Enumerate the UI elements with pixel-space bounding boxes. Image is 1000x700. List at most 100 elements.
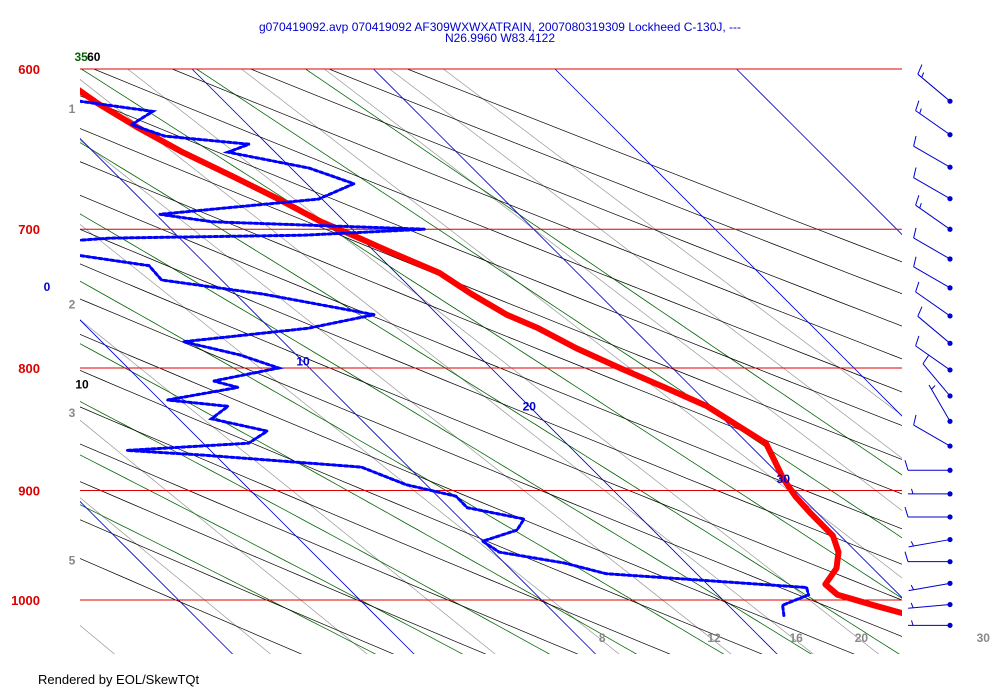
mixing-ratio-line [80,497,271,654]
wind-barb [913,135,953,170]
moist-adiabat-line [80,504,377,654]
dry-adiabat-line [80,443,579,654]
isotherm-line [735,69,902,236]
mixing-ratio-label: 30 [977,631,991,645]
mixing-ratio-label: 16 [789,631,803,645]
wind-barb-column [904,64,953,628]
dry-adiabat-lines [80,69,902,654]
isobar-label: 1000 [11,593,40,608]
wind-barb-flag [922,354,930,365]
dry-adiabat-line [80,161,902,495]
mixing-ratio-label: 8 [599,631,606,645]
wind-barb-half-flag [921,72,925,78]
dry-adiabat-line [80,298,902,637]
wind-barb [915,195,953,232]
mixing-ratio-line [389,69,902,459]
wind-barb [908,601,953,609]
wind-barb-half-flag [910,541,915,547]
wind-barb-half-flag [919,108,922,114]
wind-barb-shaft [915,204,951,230]
wind-barb-shaft [917,73,951,102]
dry-adiabat-line [92,69,902,393]
isotherm-line [191,69,778,654]
wind-barb [904,460,953,473]
wind-barb [917,306,953,346]
mixing-ratio-label: 20 [855,631,869,645]
dry-adiabat-label: 60 [87,50,101,64]
height-label: 5 [69,553,76,567]
wind-barb-shaft [915,291,951,317]
mixing-ratio-label: 12 [707,631,721,645]
dry-adiabat-line [80,95,902,426]
axis-labels: -20-100102030401020304050605101520253035… [11,50,991,645]
moist-adiabat-label: 35 [74,50,88,64]
mixing-ratio-line [80,419,368,654]
wind-barb [908,536,953,548]
mixing-ratio-line [442,69,902,416]
dry-adiabat-label: 10 [75,378,89,392]
wind-barb-flag [917,64,923,75]
moist-adiabat-line [80,213,812,654]
wind-barb [915,100,953,138]
wind-barb-flag [913,167,917,178]
wind-barb-shaft [922,363,951,397]
moist-adiabat-line [80,142,900,654]
wind-barb-shaft [908,604,951,609]
mixing-ratio-line [323,69,902,511]
wind-barb-shaft [913,177,951,200]
dry-adiabat-line [80,128,902,460]
height-label: 1 [69,102,76,116]
isobar-lines [80,68,902,601]
wind-barb-shaft [913,424,951,447]
wind-barb-half-flag [931,385,936,390]
moist-adiabat-line [80,69,902,599]
isotherm-line [554,69,902,417]
wind-barb-shaft [913,145,951,168]
mixing-ratio-line [80,223,620,654]
isotherm-line [80,500,234,654]
dry-adiabat-line [171,69,902,360]
dry-adiabat-line [80,228,902,565]
wind-barb [908,580,953,592]
wind-barb-half-flag [910,602,914,608]
mixing-ratio-line [80,139,732,654]
temperature-profile [80,87,902,617]
isotherm-label: 10 [296,355,310,369]
dry-adiabat-line [80,558,303,654]
dry-adiabat-line [80,263,902,601]
mixing-ratio-line [80,319,496,654]
chart-subtitle: N26.9960 W83.4122 [444,31,556,45]
credit-text: Rendered by EOL/SkewTQt [38,672,200,687]
isotherm-line [80,319,415,654]
wind-barb [908,488,953,497]
isobar-label: 900 [18,483,40,498]
height-label: 2 [69,297,76,311]
isotherm-line [80,137,597,654]
isotherm-label: 20 [523,399,537,413]
wind-barb [908,620,953,628]
wind-barb-half-flag [911,620,914,626]
wind-barb-shaft [913,237,951,260]
wind-barb-shaft [908,539,951,548]
wind-barb [913,167,953,202]
wind-barb-flag [904,506,909,518]
dry-adiabat-line [80,370,763,654]
isotherm-lines [80,69,902,654]
wind-barb [904,506,953,520]
wind-barb-flag [915,335,920,347]
wind-barb-half-flag [919,202,922,209]
dry-adiabat-line [249,69,902,327]
wind-barb-flag [904,460,909,471]
wind-barb-flag [913,414,917,426]
isobar-label: 800 [18,361,40,376]
mixing-ratio-line [240,69,902,579]
moist-adiabat-line [80,280,725,654]
wind-barb-shaft [915,345,951,371]
mixing-ratio-line [80,79,814,654]
wind-barb [904,551,953,565]
moist-adiabat-line [80,454,464,654]
dry-adiabat-line [80,406,671,654]
dry-adiabat-line [80,481,487,654]
wind-barb-shaft [917,315,951,344]
